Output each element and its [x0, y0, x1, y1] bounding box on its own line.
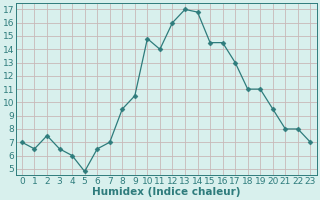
- X-axis label: Humidex (Indice chaleur): Humidex (Indice chaleur): [92, 187, 240, 197]
